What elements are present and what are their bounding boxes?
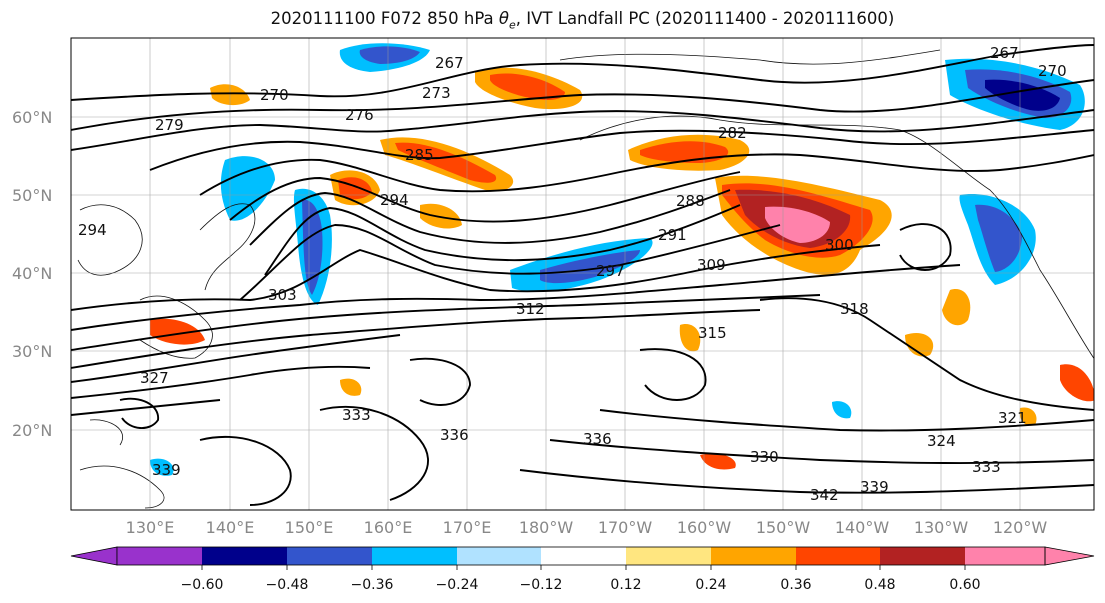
lon-label: 140°W [835,518,890,537]
lon-label: 150°W [756,518,811,537]
lon-label: 150°E [285,518,334,537]
lat-label: 50°N [12,186,52,205]
colorbar-tick-label: 0.12 [610,577,641,593]
theta-e-contours [71,44,1094,506]
colorbar-frame [116,546,1046,566]
contour-label: 279 [155,116,184,134]
lon-label: 160°E [364,518,413,537]
lon-label: 120°W [993,518,1048,537]
contour-label: 267 [990,44,1019,62]
contour-label: 270 [1038,62,1067,80]
contour-label: 309 [697,256,726,274]
lon-label: 170°W [598,518,653,537]
colorbar-segment [880,547,965,565]
anomaly-shading [150,43,1094,476]
colorbar-segment [372,547,457,565]
longitude-labels: 130°E 140°E 150°E 160°E 170°E 180°W 170°… [126,518,1048,537]
contour-label: 333 [972,458,1001,476]
contour-label: 294 [78,221,107,239]
contour-label: 339 [860,478,889,496]
contour-label: 324 [927,432,956,450]
colorbar-segment [541,547,626,565]
contour-label: 276 [345,106,374,124]
contour-label: 282 [718,124,747,142]
coastlines [77,49,1094,509]
colorbar-tick-label: 0.48 [864,577,895,593]
lon-label: 180°W [519,518,574,537]
colorbar-extend-right [1044,546,1095,566]
colorbar-tick-label: 0.36 [780,577,811,593]
lat-label: 60°N [12,108,52,127]
contour-label: 339 [152,461,181,479]
title-theta-subscript: e [509,18,516,32]
title-theta-symbol: θ [498,9,509,28]
colorbar: −0.60 −0.48 −0.36 −0.24 −0.12 0.12 0.24 … [70,546,1095,593]
colorbar-segment [202,547,287,565]
lat-label: 40°N [12,264,52,283]
colorbar-segment [457,547,541,565]
contour-label: 297 [596,262,625,280]
colorbar-extend-left [70,546,118,566]
colorbar-tick-label: −0.36 [351,577,394,593]
contour-label: 312 [516,300,545,318]
colorbar-segment [117,547,202,565]
title-prefix: 2020111100 F072 850 hPa [270,9,499,28]
contour-label: 285 [405,146,434,164]
contour-label: 336 [440,426,469,444]
title-suffix: , IVT Landfall PC (2020111400 - 20201116… [515,9,895,28]
lon-label: 140°E [206,518,255,537]
colorbar-segment [711,547,796,565]
lon-label: 170°E [443,518,492,537]
contour-label: 318 [840,300,869,318]
map-title: 2020111100 F072 850 hPa θe, IVT Landfall… [0,9,1105,31]
colorbar-tick-label: 0.60 [949,577,980,593]
contour-label: 270 [260,86,289,104]
contour-label: 327 [140,369,169,387]
contour-label: 300 [825,236,854,254]
contour-label: 330 [750,448,779,466]
latitude-labels: 60°N 50°N 40°N 30°N 20°N [12,108,52,440]
contour-label: 294 [380,191,409,209]
lat-label: 20°N [12,421,52,440]
map-content [71,38,1094,510]
contour-label: 303 [268,286,297,304]
contour-label: 342 [810,486,839,504]
colorbar-tick-label: −0.48 [266,577,309,593]
colorbar-segment [796,547,880,565]
contour-label: 333 [342,406,371,424]
lon-label: 160°W [677,518,732,537]
colorbar-tick-label: −0.60 [181,577,224,593]
colorbar-tick-label: −0.24 [436,577,479,593]
lon-label: 130°W [914,518,969,537]
contour-label: 273 [422,84,451,102]
contour-labels: 267 267 270 270 273 276 279 282 285 288 … [78,44,1067,504]
contour-label: 321 [998,409,1027,427]
colorbar-tick-label: 0.24 [695,577,726,593]
lon-label: 130°E [126,518,175,537]
colorbar-segment [626,547,711,565]
colorbar-segment [287,547,372,565]
colorbar-segment [965,547,1045,565]
contour-label: 288 [676,192,705,210]
colorbar-tick-label: −0.12 [520,577,563,593]
contour-label: 315 [698,324,727,342]
map-frame [70,37,1095,511]
contour-label: 267 [435,54,464,72]
lat-label: 30°N [12,342,52,361]
contour-label: 336 [583,430,612,448]
contour-label: 291 [658,226,687,244]
